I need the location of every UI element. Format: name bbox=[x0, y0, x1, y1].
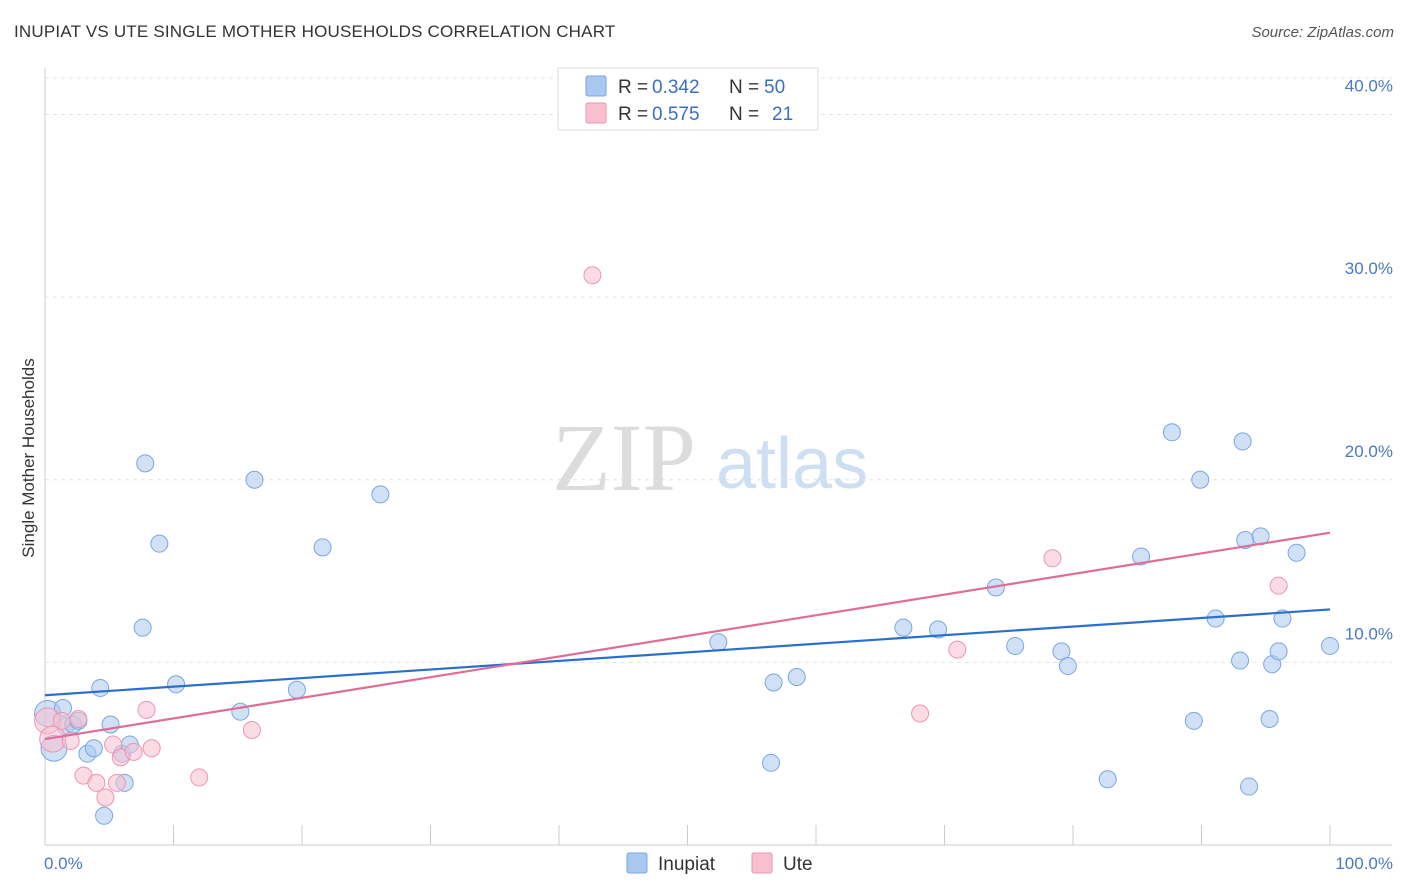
point-inupiat bbox=[245, 470, 264, 489]
point-ute bbox=[190, 768, 209, 787]
point-inupiat bbox=[709, 633, 728, 652]
point-inupiat bbox=[1162, 423, 1181, 442]
y-tick-label: 20.0% bbox=[1345, 442, 1393, 461]
trend-lines bbox=[44, 531, 1331, 741]
legend-n-label-ute: N = bbox=[729, 104, 759, 125]
y-tick-label: 10.0% bbox=[1345, 624, 1393, 643]
point-inupiat bbox=[764, 673, 783, 692]
bottom-legend-label-inupiat: Inupiat bbox=[658, 854, 716, 875]
bottom-legend-swatch-ute bbox=[751, 852, 773, 874]
legend-r-label-ute: R = bbox=[618, 104, 648, 125]
legend-n-value-inupiat: 50 bbox=[764, 77, 785, 98]
point-ute bbox=[107, 773, 126, 792]
point-ute bbox=[948, 640, 967, 659]
point-inupiat bbox=[1006, 636, 1025, 655]
point-inupiat bbox=[1191, 470, 1210, 489]
x-tick-label-min: 0.0% bbox=[44, 854, 83, 873]
point-inupiat bbox=[762, 753, 781, 772]
y-tick-label: 30.0% bbox=[1345, 259, 1393, 278]
point-ute bbox=[911, 704, 930, 723]
point-inupiat bbox=[1287, 543, 1306, 562]
bottom-legend-label-ute: Ute bbox=[783, 854, 813, 875]
point-inupiat bbox=[1269, 642, 1288, 661]
y-tick-label: 40.0% bbox=[1345, 77, 1393, 96]
point-inupiat bbox=[1273, 609, 1292, 628]
chart-title: INUPIAT VS UTE SINGLE MOTHER HOUSEHOLDS … bbox=[14, 22, 616, 41]
point-inupiat bbox=[1321, 636, 1339, 655]
point-ute bbox=[39, 725, 67, 753]
point-inupiat bbox=[1132, 547, 1151, 566]
gridlines bbox=[45, 77, 1392, 663]
point-ute bbox=[52, 711, 71, 730]
point-inupiat bbox=[1058, 657, 1077, 676]
trend-line-inupiat bbox=[44, 608, 1331, 697]
point-inupiat bbox=[95, 806, 114, 825]
point-ute bbox=[87, 773, 106, 792]
legend-swatch-inupiat bbox=[585, 75, 607, 97]
legend-r-value-ute: 0.575 bbox=[652, 104, 700, 125]
watermark-zip: ZIP bbox=[552, 404, 696, 511]
legend-r-label-inupiat: R = bbox=[618, 77, 648, 98]
point-inupiat bbox=[894, 618, 913, 637]
tick-labels: 10.0% 20.0% 30.0% 40.0% 0.0% 100.0% bbox=[44, 77, 1393, 873]
point-ute bbox=[242, 720, 261, 739]
point-inupiat bbox=[91, 678, 110, 697]
point-inupiat bbox=[1233, 432, 1252, 451]
point-ute bbox=[142, 739, 161, 758]
point-inupiat bbox=[313, 538, 332, 557]
point-ute bbox=[1269, 576, 1288, 595]
watermark-atlas: atlas bbox=[716, 424, 868, 504]
data-points bbox=[34, 266, 1339, 825]
point-ute bbox=[1043, 549, 1062, 568]
legend: R = 0.342 N = 50 R = 0.575 N = 21 bbox=[557, 67, 819, 131]
source-label: Source: ZipAtlas.com bbox=[1251, 24, 1394, 41]
point-ute bbox=[137, 700, 156, 719]
point-inupiat bbox=[1260, 709, 1279, 728]
point-inupiat bbox=[84, 739, 103, 758]
point-inupiat bbox=[1184, 711, 1203, 730]
bottom-legend-swatch-inupiat bbox=[626, 852, 648, 874]
point-inupiat bbox=[1231, 651, 1250, 670]
trend-line-ute bbox=[44, 531, 1331, 741]
bottom-legend: Inupiat Ute bbox=[626, 852, 813, 875]
point-inupiat bbox=[150, 534, 169, 553]
point-ute bbox=[583, 266, 602, 285]
point-ute bbox=[69, 709, 88, 728]
x-tick-label-max: 100.0% bbox=[1335, 854, 1393, 873]
point-inupiat bbox=[287, 680, 306, 699]
legend-n-label-inupiat: N = bbox=[729, 77, 759, 98]
point-inupiat bbox=[371, 485, 390, 504]
legend-n-value-ute: 21 bbox=[772, 104, 793, 125]
point-ute bbox=[124, 742, 143, 761]
point-inupiat bbox=[1240, 777, 1259, 796]
point-inupiat bbox=[133, 618, 152, 637]
point-inupiat bbox=[136, 454, 155, 473]
point-inupiat bbox=[1098, 770, 1117, 789]
point-inupiat bbox=[787, 667, 806, 686]
watermark: ZIP atlas bbox=[552, 404, 868, 511]
y-axis-label: Single Mother Households bbox=[19, 358, 38, 557]
legend-r-value-inupiat: 0.342 bbox=[652, 77, 700, 98]
point-inupiat bbox=[167, 675, 186, 694]
legend-swatch-ute bbox=[585, 102, 607, 124]
point-inupiat bbox=[929, 620, 948, 639]
point-ute bbox=[96, 788, 115, 807]
